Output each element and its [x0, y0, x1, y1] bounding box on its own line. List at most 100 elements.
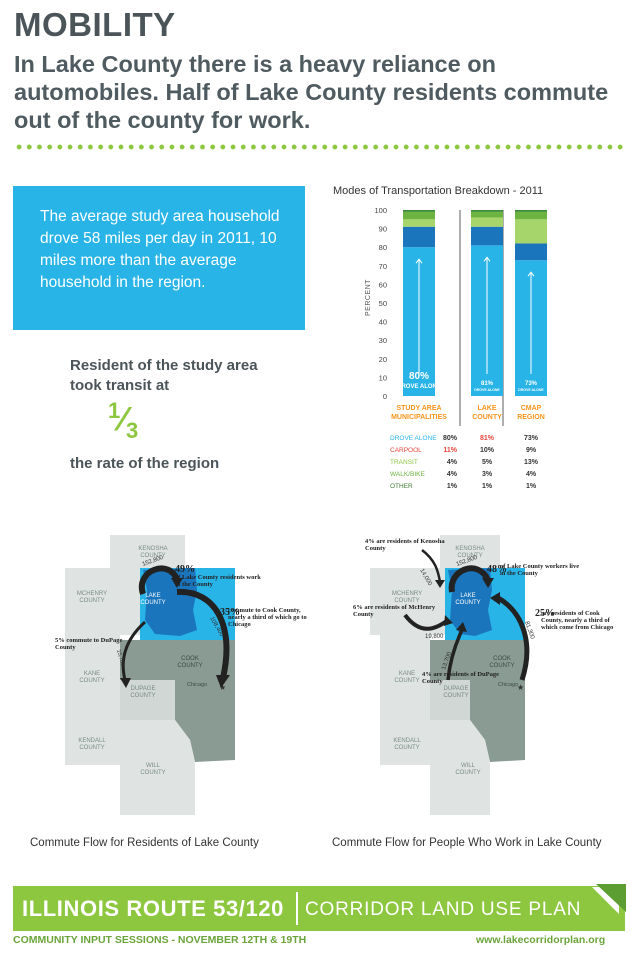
- lake-county-shape: [143, 568, 197, 636]
- bar-value-label: 73%: [525, 381, 538, 387]
- county-cook: [430, 640, 525, 762]
- county-kendall: [380, 720, 430, 765]
- county-dupage: [120, 680, 175, 720]
- label-lake: LAKE COUNTY: [455, 593, 480, 606]
- label-chicago: Chicago: [187, 682, 207, 688]
- footer-sessions: COMMUNITY INPUT SESSIONS - NOVEMBER 12TH…: [13, 934, 307, 946]
- bar-segment: [515, 210, 547, 212]
- category-label: CMAP REGION: [517, 405, 545, 421]
- label-will: WILL COUNTY: [140, 763, 165, 776]
- arrowhead-within: [171, 578, 183, 588]
- bar-value-label: 81%: [481, 381, 494, 387]
- bar-value-label: 80%: [409, 371, 429, 382]
- y-tick-label: 40: [379, 318, 387, 327]
- within-pct: 48%: [487, 564, 507, 575]
- county-cook: [120, 640, 235, 762]
- county-kenosha: [110, 535, 185, 568]
- cook-pct: 35%: [220, 607, 240, 618]
- mchenry-annotation: 6% are residents of McHenry County: [353, 604, 435, 618]
- chart-ylabel: PERCENT: [365, 279, 372, 316]
- y-tick-label: 100: [374, 206, 387, 215]
- bar-arrow-head: [527, 271, 535, 277]
- arrowhead-from-kenosha: [435, 580, 445, 588]
- legend-value: 3%: [482, 471, 493, 478]
- footer-subtitle: CORRIDOR LAND USE PLAN: [305, 899, 582, 920]
- arrow-to-cook: [176, 588, 230, 679]
- legend-value: 4%: [526, 471, 537, 478]
- legend-value: 80%: [443, 435, 458, 442]
- county-kenosha: [440, 535, 500, 568]
- county-kane: [380, 635, 430, 720]
- bar-sub-label: DROVE ALONE: [518, 388, 544, 392]
- county-dupage: [430, 680, 470, 720]
- cook-pct: 25%: [535, 608, 555, 619]
- label-cook: COOK COUNTY: [489, 656, 514, 669]
- bar-segment: [403, 226, 435, 248]
- map-workers-commute: KENOSHA COUNTY MCHENRY COUNTY LAKE COUNTY K…: [353, 535, 613, 815]
- info-box-text: The average study area household drove 5…: [40, 208, 280, 291]
- corner-logo-icon: [592, 884, 626, 914]
- y-tick-label: 50: [379, 299, 387, 308]
- legend-value: 4%: [447, 459, 458, 466]
- footer-separator: [296, 892, 298, 925]
- arrow-within: [138, 565, 180, 595]
- legend-value: 1%: [447, 483, 458, 490]
- legend-value: 4%: [447, 471, 458, 478]
- legend-value: 73%: [524, 435, 539, 442]
- transit-stat-line2: the rate of the region: [70, 455, 220, 472]
- dupage-annotation: 4% are residents of DuPage County: [422, 671, 499, 685]
- legend-value: 10%: [480, 447, 495, 454]
- bar-segment: [471, 211, 503, 218]
- chart-categories: STUDY AREA MUNICIPALITIES LAKE COUNTY CMAP RE…: [391, 405, 545, 421]
- bar-arrow-head: [415, 258, 423, 264]
- label-kane: KANE COUNTY: [394, 671, 419, 684]
- bar-segment: [471, 226, 503, 246]
- bar-segment: [403, 219, 435, 227]
- chicago-star-icon: ★: [219, 683, 226, 692]
- label-kenosha: KENOSHA COUNTY: [138, 546, 167, 559]
- flow-from-mchenry-value: 19,800: [425, 634, 444, 640]
- arrow-from-dupage: [446, 629, 464, 681]
- county-will: [120, 720, 195, 815]
- map-left-caption: Commute Flow for Residents of Lake Count…: [30, 837, 259, 849]
- footer-url-link[interactable]: www.lakecorridorplan.org: [476, 934, 606, 946]
- within-annotation: of Lake County workers live in the Count…: [500, 563, 579, 577]
- arrowhead-from-dupage: [456, 622, 467, 632]
- chart-legend-table: DROVE ALONE 80% 81% 73% CARPOOL 11% 10% 9% TRANS…: [390, 435, 539, 490]
- within-pct: 49%: [175, 564, 195, 575]
- legend-series-name: TRANSIT: [390, 459, 418, 466]
- dotted-divider: [14, 144, 626, 150]
- bar-sub-label: DROVE ALONE: [474, 388, 500, 392]
- legend-series-name: DROVE ALONE: [390, 435, 437, 442]
- y-tick-label: 30: [379, 336, 387, 345]
- flow-to-dupage-value: 15,700: [115, 649, 125, 667]
- label-dupage: DUPAGE COUNTY: [443, 686, 468, 699]
- kenosha-annotation: 4% are residents of Kenosha County: [365, 538, 445, 552]
- bar-segment: [515, 211, 547, 220]
- cook-annotation: commute to Cook County, nearly a third o…: [228, 607, 307, 628]
- bar-segment: [471, 210, 503, 212]
- dupage-annotation: 5% commute to DuPage County: [55, 637, 122, 651]
- fraction-denominator: 3: [125, 418, 139, 444]
- footer-title: ILLINOIS ROUTE 53/120: [22, 896, 285, 921]
- transit-fraction: 1⁄3: [108, 398, 139, 444]
- label-kendall: KENDALL COUNTY: [393, 738, 421, 751]
- cook-annotation: are residents of Cook County, nearly a t…: [541, 610, 613, 631]
- map-right-caption: Commute Flow for People Who Work in Lake…: [332, 837, 602, 849]
- arrowhead-from-cook: [490, 592, 500, 605]
- bar-sub-label: DROVE ALONE: [397, 384, 441, 390]
- legend-value: 9%: [526, 447, 537, 454]
- arrowhead-to-dupage: [120, 678, 131, 688]
- county-kane: [65, 635, 120, 720]
- arrowhead-to-cook: [216, 675, 230, 688]
- bar-arrow-head: [483, 256, 491, 262]
- label-kenosha: KENOSHA COUNTY: [455, 546, 484, 559]
- arrow-from-cook: [496, 595, 530, 681]
- y-tick-label: 80: [379, 243, 387, 252]
- county-kendall: [65, 720, 120, 765]
- county-will: [430, 720, 490, 815]
- arrow-from-kenosha: [421, 549, 442, 583]
- legend-series-name: OTHER: [390, 483, 413, 490]
- chicago-star-icon: ★: [517, 683, 524, 692]
